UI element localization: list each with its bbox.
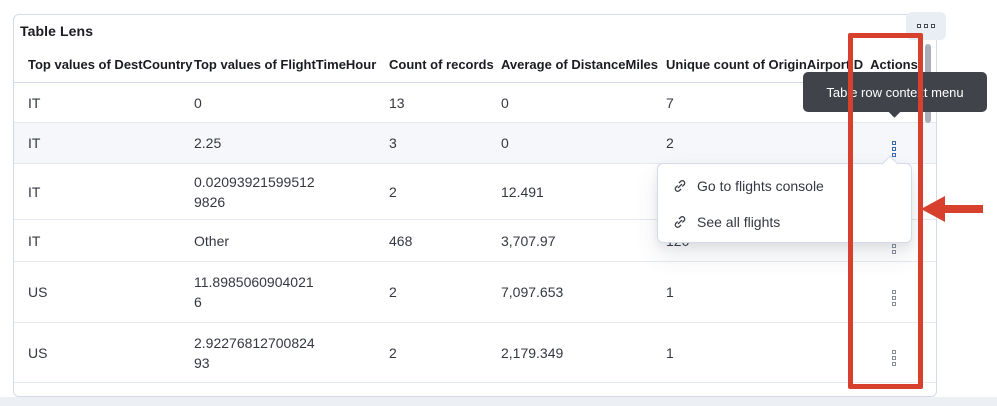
cell-dest-country: US xyxy=(28,284,48,300)
link-icon xyxy=(674,216,686,228)
tooltip: Table row context menu xyxy=(803,72,987,112)
cell-avg-distance: 3,707.97 xyxy=(501,232,556,249)
cell-count: 2 xyxy=(389,183,397,200)
table-row-hovered[interactable]: IT 2.25 3 0 2 xyxy=(14,123,936,164)
column-header-actions: Actions xyxy=(870,57,918,72)
cell-avg-distance: 7,097.653 xyxy=(501,284,564,300)
cell-count: 3 xyxy=(389,135,397,151)
cell-avg-distance: 0 xyxy=(501,94,509,111)
menu-item-see-all-flights[interactable]: See all flights xyxy=(658,204,911,240)
column-header-unique-airports[interactable]: Unique count of OriginAirportID xyxy=(666,57,864,72)
lens-data-table: Top values of DestCountry Top values of … xyxy=(14,48,936,396)
link-icon xyxy=(674,180,686,192)
cell-dest-country xyxy=(14,383,194,391)
cell-unique-airports: 1 xyxy=(666,344,674,361)
annotation-arrow xyxy=(921,196,945,222)
menu-item-label: Go to flights console xyxy=(697,178,824,194)
cell-avg-distance: 12.491 xyxy=(501,183,544,200)
panel-title: Table Lens xyxy=(20,23,94,39)
cell-count: 468 xyxy=(389,232,413,249)
next-panel-edge xyxy=(0,397,997,406)
cell-flight-time: 2.9999999979499 xyxy=(194,383,316,396)
table-row[interactable]: US 11.89850609040216 2 7,097.653 1 xyxy=(14,262,936,323)
table-row[interactable]: IT Other 468 3,707.97 120 xyxy=(14,220,936,262)
boxes-vertical-icon xyxy=(892,350,896,366)
column-header-flight-time[interactable]: Top values of FlightTimeHour xyxy=(194,57,377,72)
menu-item-label: See all flights xyxy=(697,214,781,230)
cell-flight-time: 0.020939215995129826 xyxy=(194,173,315,210)
cell-dest-country: IT xyxy=(28,135,41,151)
menu-item-go-to-flights-console[interactable]: Go to flights console xyxy=(658,168,911,204)
cell-dest-country: IT xyxy=(28,232,41,249)
cell-flight-time: 11.89850609040216 xyxy=(194,274,314,310)
cell-unique-airports: 7 xyxy=(666,94,674,111)
cell-dest-country: IT xyxy=(28,94,41,111)
cell-flight-time: 2.9227681270082493 xyxy=(194,334,315,371)
annotation-arrow-shaft xyxy=(944,205,983,213)
column-header-dest-country[interactable]: Top values of DestCountry xyxy=(28,57,193,72)
cell-count: 2 xyxy=(389,284,397,300)
context-menu: Go to flights console See all flights xyxy=(657,163,912,243)
cell-avg-distance: 0 xyxy=(501,135,509,151)
cell-avg-distance xyxy=(501,383,666,391)
cell-unique-airports: 1 xyxy=(666,284,674,300)
table-row[interactable]: IT 0 13 0 7 xyxy=(14,83,936,123)
cell-flight-time: 0 xyxy=(194,94,202,111)
cell-dest-country: US xyxy=(28,344,48,361)
cell-dest-country: IT xyxy=(28,183,41,200)
table-row[interactable]: US 2.9227681270082493 2 2,179.349 1 xyxy=(14,323,936,383)
cell-unique-airports: 2 xyxy=(666,135,674,151)
boxes-vertical-icon xyxy=(892,140,896,157)
cell-unique-airports xyxy=(666,383,852,391)
cell-count xyxy=(389,383,501,391)
column-header-count[interactable]: Count of records xyxy=(389,57,494,72)
cell-count: 13 xyxy=(389,94,405,111)
table-row-clipped[interactable]: 2.9999999979499 xyxy=(14,383,936,396)
boxes-horizontal-icon xyxy=(917,24,935,28)
cell-flight-time: 2.25 xyxy=(194,135,222,151)
row-actions-button[interactable] xyxy=(892,339,896,366)
tooltip-text: Table row context menu xyxy=(826,84,964,100)
row-actions-button-active[interactable] xyxy=(892,130,896,157)
table-row[interactable]: IT 0.020939215995129826 2 12.491 xyxy=(14,164,936,220)
cell-flight-time: Other xyxy=(194,232,230,249)
panel-options-button[interactable] xyxy=(906,12,946,40)
column-header-avg-distance[interactable]: Average of DistanceMiles xyxy=(501,57,659,72)
row-actions-button[interactable] xyxy=(892,279,896,306)
cell-count: 2 xyxy=(389,344,397,361)
boxes-vertical-icon xyxy=(892,289,896,306)
table-header-row: Top values of DestCountry Top values of … xyxy=(14,48,936,83)
cell-avg-distance: 2,179.349 xyxy=(501,344,564,361)
